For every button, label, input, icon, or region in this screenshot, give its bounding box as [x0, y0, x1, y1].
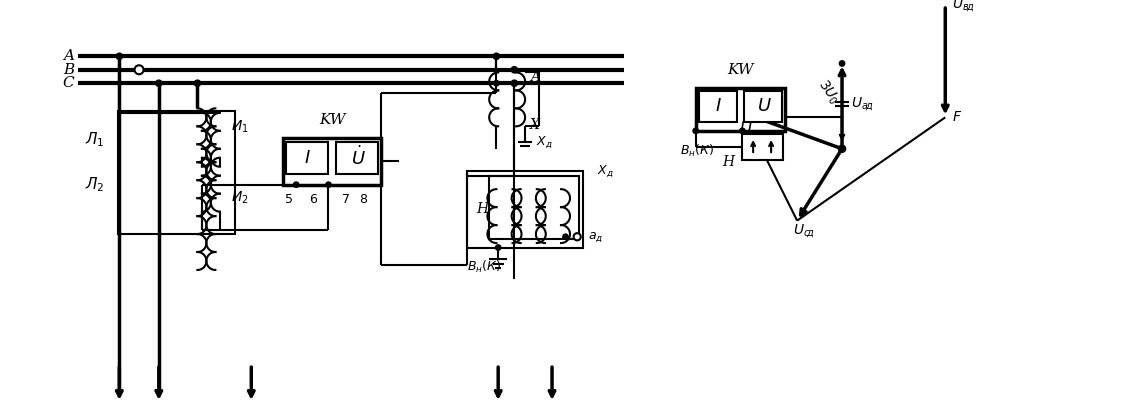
Text: B: B — [63, 63, 74, 77]
Text: 8: 8 — [766, 138, 774, 151]
Text: $Л_1$: $Л_1$ — [86, 130, 105, 149]
Text: A: A — [530, 70, 539, 84]
Bar — [695, 88, 785, 131]
Text: A: A — [63, 49, 74, 63]
Text: $I$: $I$ — [715, 97, 722, 115]
Text: $F$: $F$ — [952, 110, 962, 124]
Circle shape — [563, 234, 568, 239]
Circle shape — [839, 61, 845, 66]
Text: $Х_д$: $Х_д$ — [536, 134, 553, 151]
Text: KW: KW — [319, 113, 345, 127]
Text: $U$: $U$ — [739, 120, 752, 137]
Text: 6: 6 — [309, 193, 317, 206]
Circle shape — [511, 80, 518, 86]
Text: $И_1$: $И_1$ — [230, 118, 249, 134]
Text: $U$: $U$ — [757, 97, 772, 115]
Circle shape — [116, 53, 122, 59]
Circle shape — [494, 81, 499, 86]
Text: $U_{в\!д}$: $U_{в\!д}$ — [952, 0, 975, 14]
Bar — [335, 142, 377, 174]
Circle shape — [293, 182, 299, 187]
Circle shape — [326, 182, 332, 187]
Text: 5: 5 — [285, 193, 293, 206]
Text: H: H — [475, 202, 488, 216]
Bar — [742, 134, 783, 159]
Bar — [117, 111, 235, 234]
Text: H: H — [723, 155, 735, 169]
Text: C: C — [63, 76, 74, 90]
Circle shape — [511, 67, 518, 73]
Text: $U_{а\!д}$: $U_{а\!д}$ — [850, 95, 873, 113]
Text: $I$: $I$ — [304, 149, 311, 167]
Bar — [286, 142, 328, 174]
Circle shape — [693, 128, 699, 134]
Text: $И_2$: $И_2$ — [230, 190, 249, 206]
Circle shape — [496, 245, 500, 250]
Text: KW: KW — [727, 63, 754, 77]
Circle shape — [838, 145, 846, 152]
Text: $\dot{U}$: $\dot{U}$ — [351, 146, 366, 169]
Circle shape — [494, 53, 499, 59]
Bar — [283, 138, 382, 185]
Circle shape — [573, 233, 580, 240]
Bar — [744, 91, 782, 122]
Bar — [699, 91, 736, 122]
Bar — [489, 176, 579, 239]
Text: $Л_2$: $Л_2$ — [86, 175, 105, 194]
Text: X: X — [530, 117, 539, 132]
Circle shape — [194, 80, 201, 86]
Circle shape — [740, 128, 746, 134]
Text: $U_{с\!д}$: $U_{с\!д}$ — [792, 222, 815, 240]
Text: 7: 7 — [342, 193, 350, 206]
Circle shape — [156, 80, 162, 86]
Text: $В_н(К)$: $В_н(К)$ — [681, 143, 715, 159]
Text: $3U_0$: $3U_0$ — [814, 77, 842, 108]
Text: $Х_д$: $Х_д$ — [597, 163, 613, 179]
Text: 7: 7 — [748, 138, 756, 151]
Text: $а_д$: $а_д$ — [588, 230, 603, 244]
Bar — [466, 171, 584, 247]
Text: $В_н(К)$: $В_н(К)$ — [466, 259, 500, 275]
Circle shape — [135, 65, 144, 74]
Text: 8: 8 — [359, 193, 367, 206]
